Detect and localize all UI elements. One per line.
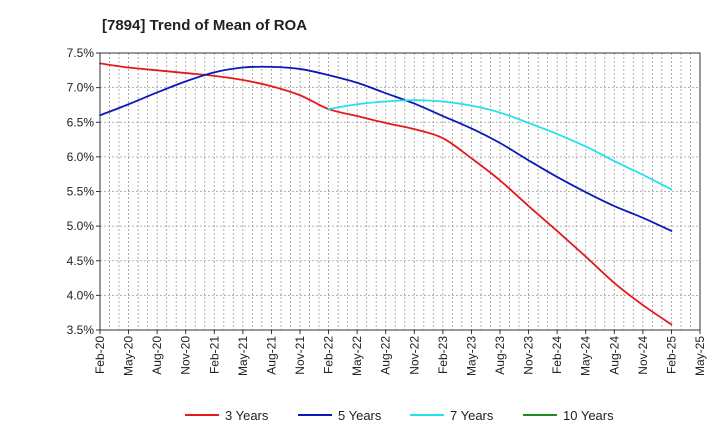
legend-label-3-years: 3 Years — [225, 408, 269, 423]
x-tick-label: Nov-23 — [522, 336, 536, 375]
legend-label-10-years: 10 Years — [563, 408, 614, 423]
series-line-5-years — [99, 65, 673, 232]
x-tick-label: Feb-21 — [207, 336, 221, 374]
x-tick-label: May-23 — [464, 336, 478, 376]
x-tick-label: May-22 — [350, 336, 364, 376]
x-tick-label: Feb-20 — [93, 336, 107, 374]
x-tick-label: May-25 — [693, 336, 707, 376]
x-tick-label: Feb-24 — [550, 336, 564, 374]
x-tick-label: Feb-23 — [436, 336, 450, 374]
x-tick-label: Nov-24 — [636, 336, 650, 375]
x-tick-label: Feb-25 — [664, 336, 678, 374]
chart-title: [7894] Trend of Mean of ROA — [102, 17, 307, 34]
x-tick-label: Aug-20 — [150, 336, 164, 375]
x-tick-label: Feb-22 — [322, 336, 336, 374]
series-line-3-years — [99, 62, 673, 326]
x-tick-label: May-24 — [579, 336, 593, 376]
y-tick-label: 3.5% — [67, 323, 95, 337]
x-tick-label: Aug-23 — [493, 336, 507, 375]
x-tick-label: Nov-21 — [293, 336, 307, 375]
series-lines — [99, 62, 673, 326]
x-tick-label: Aug-22 — [379, 336, 393, 375]
plot-frame — [99, 52, 701, 331]
legend: 3 Years 5 Years 7 Years 10 Years — [185, 408, 614, 423]
x-tick-label: Aug-24 — [607, 336, 621, 375]
y-tick-label: 4.5% — [67, 254, 95, 268]
x-tick-label: May-21 — [236, 336, 250, 376]
legend-label-5-years: 5 Years — [338, 408, 382, 423]
x-tick-label: May-20 — [122, 336, 136, 376]
y-tick-label: 7.0% — [67, 81, 95, 95]
y-tick-label: 6.0% — [67, 150, 95, 164]
y-tick-label: 4.0% — [67, 288, 95, 302]
legend-label-7-years: 7 Years — [450, 408, 494, 423]
y-axis: 3.5% 4.0% 4.5% 5.0% 5.5% 6.0% 6.5% 7.0% 7.5% — [67, 46, 100, 337]
series-line-7-years — [327, 99, 673, 191]
x-tick-label: Nov-20 — [179, 336, 193, 375]
y-tick-label: 7.5% — [67, 46, 95, 60]
x-tick-label: Nov-22 — [407, 336, 421, 375]
y-tick-label: 5.5% — [67, 185, 95, 199]
x-tick-label: Aug-21 — [264, 336, 278, 375]
x-axis: Feb-20 May-20 Aug-20 Nov-20 Feb-21 May-21 Aug-… — [93, 330, 707, 376]
y-tick-label: 6.5% — [67, 115, 95, 129]
y-tick-label: 5.0% — [67, 219, 95, 233]
